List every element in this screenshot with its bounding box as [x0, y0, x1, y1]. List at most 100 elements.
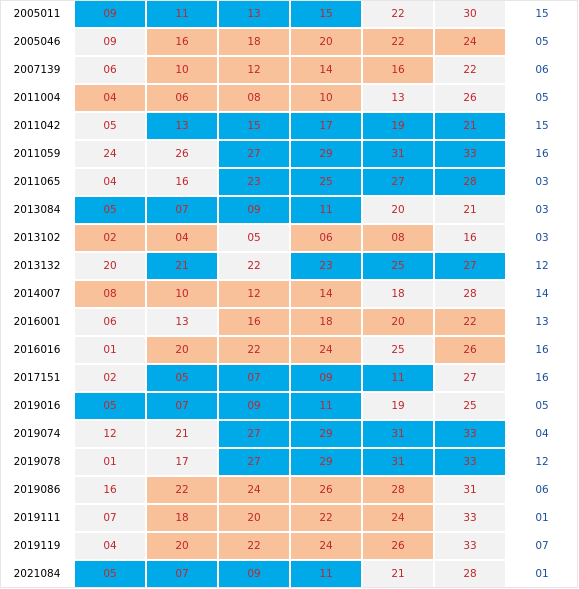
- red-ball-cell: 24: [363, 505, 433, 531]
- red-ball-cell: 33: [435, 449, 505, 475]
- draw-id-cell: 2013102: [1, 225, 73, 251]
- red-ball-cell: 08: [75, 281, 145, 307]
- red-ball-cell: 31: [363, 421, 433, 447]
- red-ball-cell: 14: [291, 57, 361, 83]
- red-ball-cell: 11: [291, 561, 361, 587]
- red-ball-cell: 16: [219, 309, 289, 335]
- red-ball-cell: 07: [147, 561, 217, 587]
- blue-ball-cell: 03: [507, 197, 577, 223]
- red-ball-cell: 26: [147, 141, 217, 167]
- red-ball-cell: 11: [291, 197, 361, 223]
- blue-ball-cell: 16: [507, 365, 577, 391]
- red-ball-cell: 24: [291, 337, 361, 363]
- red-ball-cell: 22: [291, 505, 361, 531]
- red-ball-cell: 17: [291, 113, 361, 139]
- blue-ball-cell: 05: [507, 393, 577, 419]
- blue-ball-cell: 05: [507, 29, 577, 55]
- red-ball-cell: 33: [435, 533, 505, 559]
- red-ball-cell: 24: [219, 477, 289, 503]
- red-ball-cell: 20: [363, 309, 433, 335]
- red-ball-cell: 05: [75, 197, 145, 223]
- red-ball-cell: 29: [291, 141, 361, 167]
- draw-id-cell: 2005011: [1, 1, 73, 27]
- red-ball-cell: 22: [435, 309, 505, 335]
- red-ball-cell: 19: [363, 393, 433, 419]
- blue-ball-cell: 03: [507, 169, 577, 195]
- red-ball-cell: 16: [147, 169, 217, 195]
- blue-ball-cell: 12: [507, 449, 577, 475]
- red-ball-cell: 16: [363, 57, 433, 83]
- draw-id-cell: 2019074: [1, 421, 73, 447]
- red-ball-cell: 29: [291, 449, 361, 475]
- red-ball-cell: 08: [363, 225, 433, 251]
- red-ball-cell: 31: [435, 477, 505, 503]
- red-ball-cell: 20: [363, 197, 433, 223]
- blue-ball-cell: 06: [507, 57, 577, 83]
- red-ball-cell: 28: [435, 281, 505, 307]
- draw-id-cell: 2016016: [1, 337, 73, 363]
- red-ball-cell: 25: [363, 253, 433, 279]
- red-ball-cell: 25: [435, 393, 505, 419]
- draw-id-cell: 2017151: [1, 365, 73, 391]
- draw-id-cell: 2019086: [1, 477, 73, 503]
- red-ball-cell: 26: [363, 533, 433, 559]
- draw-id-cell: 2013084: [1, 197, 73, 223]
- red-ball-cell: 11: [147, 1, 217, 27]
- red-ball-cell: 33: [435, 141, 505, 167]
- red-ball-cell: 24: [435, 29, 505, 55]
- blue-ball-cell: 12: [507, 253, 577, 279]
- red-ball-cell: 13: [147, 309, 217, 335]
- red-ball-cell: 30: [435, 1, 505, 27]
- red-ball-cell: 11: [291, 393, 361, 419]
- red-ball-cell: 05: [75, 561, 145, 587]
- draw-id-cell: 2011042: [1, 113, 73, 139]
- red-ball-cell: 09: [219, 561, 289, 587]
- blue-ball-cell: 04: [507, 421, 577, 447]
- red-ball-cell: 20: [75, 253, 145, 279]
- red-ball-cell: 02: [75, 365, 145, 391]
- red-ball-cell: 06: [291, 225, 361, 251]
- red-ball-cell: 20: [219, 505, 289, 531]
- red-ball-cell: 01: [75, 449, 145, 475]
- red-ball-cell: 25: [363, 337, 433, 363]
- red-ball-cell: 21: [147, 253, 217, 279]
- blue-ball-cell: 01: [507, 561, 577, 587]
- red-ball-cell: 23: [219, 169, 289, 195]
- red-ball-cell: 08: [219, 85, 289, 111]
- red-ball-cell: 27: [363, 169, 433, 195]
- blue-ball-cell: 07: [507, 533, 577, 559]
- red-ball-cell: 06: [147, 85, 217, 111]
- red-ball-cell: 18: [147, 505, 217, 531]
- red-ball-cell: 26: [435, 337, 505, 363]
- red-ball-cell: 16: [147, 29, 217, 55]
- red-ball-cell: 07: [75, 505, 145, 531]
- draw-id-cell: 2019111: [1, 505, 73, 531]
- red-ball-cell: 11: [363, 365, 433, 391]
- red-ball-cell: 26: [291, 477, 361, 503]
- blue-ball-cell: 13: [507, 309, 577, 335]
- red-ball-cell: 21: [435, 197, 505, 223]
- red-ball-cell: 10: [147, 57, 217, 83]
- red-ball-cell: 16: [75, 477, 145, 503]
- red-ball-cell: 12: [219, 57, 289, 83]
- red-ball-cell: 06: [75, 309, 145, 335]
- red-ball-cell: 09: [219, 197, 289, 223]
- red-ball-cell: 22: [363, 1, 433, 27]
- red-ball-cell: 18: [219, 29, 289, 55]
- draw-id-cell: 2007139: [1, 57, 73, 83]
- draw-id-cell: 2005046: [1, 29, 73, 55]
- red-ball-cell: 22: [219, 533, 289, 559]
- red-ball-cell: 06: [75, 57, 145, 83]
- red-ball-cell: 10: [147, 281, 217, 307]
- red-ball-cell: 20: [147, 533, 217, 559]
- blue-ball-cell: 16: [507, 337, 577, 363]
- red-ball-cell: 20: [291, 29, 361, 55]
- red-ball-cell: 22: [219, 253, 289, 279]
- red-ball-cell: 13: [219, 1, 289, 27]
- red-ball-cell: 07: [219, 365, 289, 391]
- red-ball-cell: 27: [435, 253, 505, 279]
- blue-ball-cell: 15: [507, 113, 577, 139]
- red-ball-cell: 15: [291, 1, 361, 27]
- red-ball-cell: 21: [363, 561, 433, 587]
